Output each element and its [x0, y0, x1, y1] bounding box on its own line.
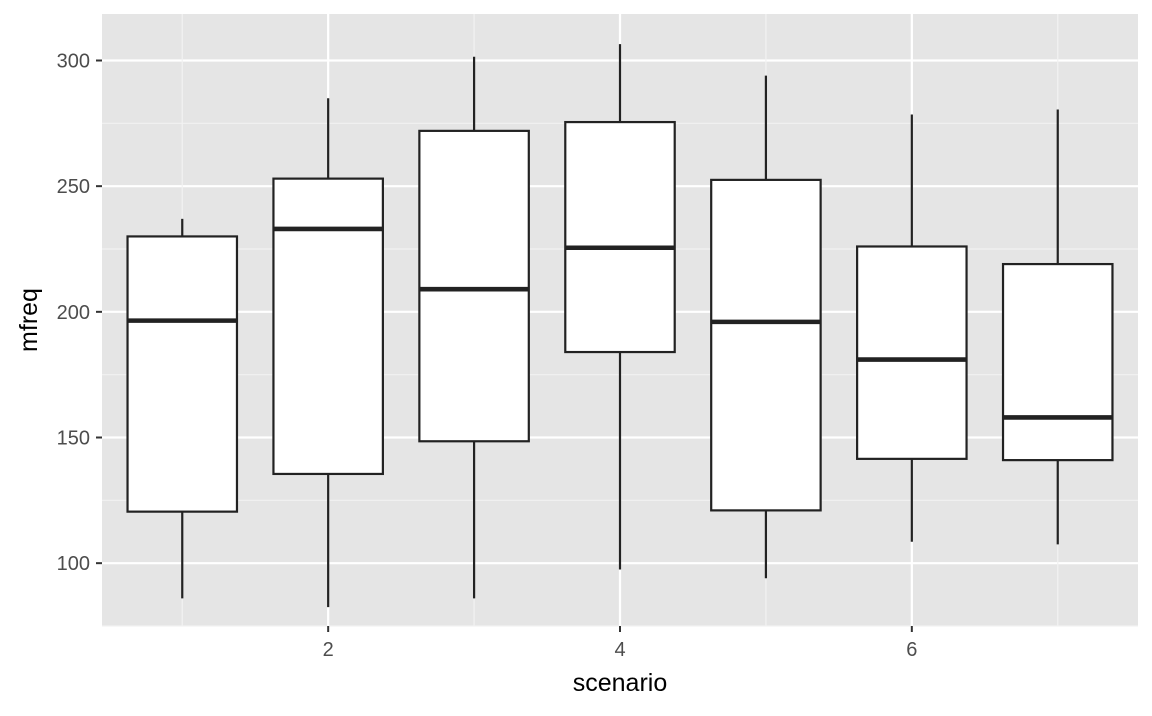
box-scenario-3	[418, 56, 530, 599]
x-axis: 2 4 6	[323, 626, 917, 661]
box-iqr	[272, 177, 384, 476]
x-tick-label: 4	[614, 639, 625, 661]
y-tick-label: 200	[57, 302, 90, 324]
box-iqr	[1001, 262, 1114, 462]
box-iqr	[564, 120, 676, 354]
box-iqr	[710, 178, 822, 512]
x-tick-label: 6	[906, 639, 917, 661]
box-iqr	[418, 129, 530, 443]
x-tick-label: 2	[323, 639, 334, 661]
box-scenario-4	[564, 44, 676, 570]
y-tick-label: 250	[57, 176, 90, 198]
box-series	[126, 44, 1114, 608]
y-tick-label: 100	[57, 553, 90, 575]
box-scenario-2	[272, 98, 384, 608]
box-scenario-7	[1001, 109, 1114, 545]
box-scenario-1	[126, 218, 239, 599]
y-axis: 100 150 200 250 300	[57, 50, 102, 575]
y-tick-label: 150	[57, 427, 90, 449]
y-tick-label: 300	[57, 50, 90, 72]
box-scenario-6	[856, 114, 968, 542]
box-iqr	[856, 245, 968, 460]
box-iqr	[126, 235, 239, 513]
y-axis-title: mfreq	[15, 288, 43, 352]
x-axis-title: scenario	[573, 669, 668, 697]
box-scenario-5	[710, 75, 822, 579]
